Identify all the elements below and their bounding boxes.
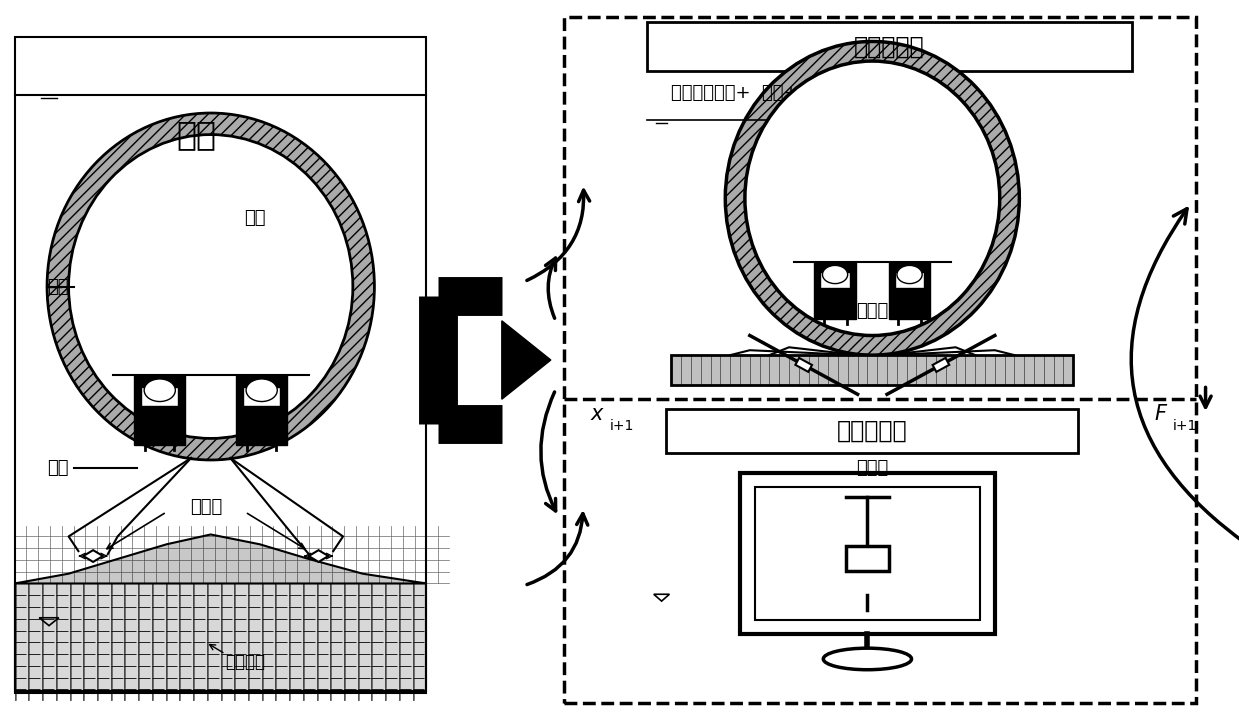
Bar: [243, 386, 280, 407]
Ellipse shape: [823, 648, 912, 670]
Bar: [820, 272, 850, 288]
Text: 车辆: 车辆: [244, 209, 265, 227]
Text: 流体: 流体: [176, 118, 216, 151]
Ellipse shape: [823, 265, 847, 283]
Text: 减振器: 减振器: [190, 498, 222, 516]
Bar: [755, 487, 980, 620]
Bar: [134, 375, 186, 446]
Text: 作动器: 作动器: [856, 302, 888, 320]
Ellipse shape: [47, 113, 374, 460]
Bar: [647, 22, 1132, 71]
Text: 锚索: 锚索: [47, 459, 68, 477]
Bar: [15, 583, 426, 691]
Ellipse shape: [745, 61, 1000, 335]
Bar: [237, 375, 287, 446]
Text: 减振器: 减振器: [856, 459, 888, 477]
Bar: [888, 262, 930, 319]
Ellipse shape: [725, 42, 1020, 355]
Text: i+1: i+1: [610, 419, 634, 433]
Ellipse shape: [144, 379, 176, 402]
Bar: [895, 272, 924, 288]
Bar: [672, 355, 1073, 384]
Bar: [814, 262, 856, 319]
Text: i+1: i+1: [1173, 419, 1198, 433]
Polygon shape: [83, 550, 103, 562]
Polygon shape: [502, 321, 551, 399]
Ellipse shape: [68, 135, 353, 438]
Text: 管体: 管体: [47, 278, 68, 296]
Bar: [564, 17, 1196, 703]
Text: $x$: $x$: [590, 404, 606, 424]
Ellipse shape: [247, 379, 278, 402]
Bar: [846, 547, 888, 571]
Polygon shape: [795, 358, 812, 372]
Ellipse shape: [897, 265, 922, 283]
Bar: [15, 37, 426, 694]
Bar: [141, 386, 178, 407]
Text: $F$: $F$: [1155, 404, 1168, 424]
Polygon shape: [309, 550, 328, 562]
Polygon shape: [933, 358, 949, 372]
Polygon shape: [15, 534, 426, 583]
Text: 物理子结构: 物理子结构: [854, 35, 924, 58]
Text: 海底基础: 海底基础: [225, 653, 265, 671]
Text: 悬浮隧道管体+  车辆+锚索+流体: 悬浮隧道管体+ 车辆+锚索+流体: [672, 84, 857, 102]
Bar: [740, 473, 995, 634]
Text: 数值子结构: 数值子结构: [838, 419, 908, 443]
Bar: [667, 409, 1078, 453]
